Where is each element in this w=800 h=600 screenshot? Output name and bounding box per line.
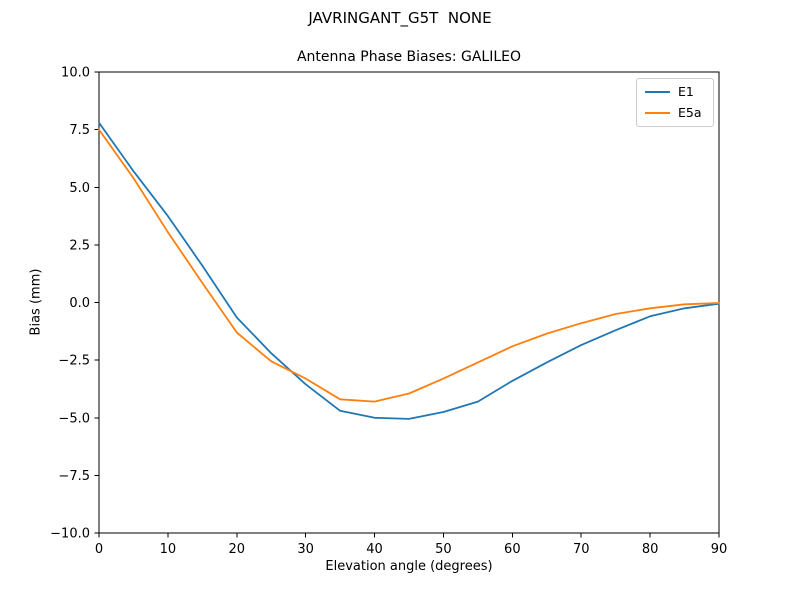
x-tick-label: 60 xyxy=(504,542,521,557)
series-line-e5a xyxy=(98,128,720,403)
y-tick-label: 0.0 xyxy=(69,296,90,311)
x-tick-label: 40 xyxy=(366,542,383,557)
y-tick-label: 2.5 xyxy=(69,238,90,253)
legend-item-e5a: E5a xyxy=(645,104,705,120)
x-tick-label: 20 xyxy=(229,542,246,557)
y-tick-label: −7.5 xyxy=(58,469,90,484)
y-tick-label: −5.0 xyxy=(58,411,90,426)
series-line-e1 xyxy=(98,121,720,420)
legend-line-sample xyxy=(645,91,670,94)
x-tick-label: 30 xyxy=(297,542,314,557)
x-tick-label: 50 xyxy=(435,542,452,557)
y-tick-label: −2.5 xyxy=(58,354,90,369)
legend-item-e1: E1 xyxy=(645,84,705,99)
y-tick-label: −10.0 xyxy=(50,527,90,542)
y-tick-label: 5.0 xyxy=(69,181,90,196)
legend-label: E1 xyxy=(678,84,694,99)
legend-line-sample xyxy=(645,111,670,114)
x-tick-label: 80 xyxy=(642,542,659,557)
x-tick-label: 70 xyxy=(573,542,590,557)
figure-suptitle: JAVRINGANT_G5T NONE xyxy=(308,9,492,27)
x-tick-label: 90 xyxy=(711,542,728,557)
y-tick-label: 10.0 xyxy=(61,66,90,81)
axes-title: Antenna Phase Biases: GALILEO xyxy=(296,49,522,65)
axes-spines xyxy=(98,71,720,534)
x-tick-label: 0 xyxy=(95,542,103,557)
x-axis-label: Elevation angle (degrees) xyxy=(325,559,493,574)
y-axis-label: Bias (mm) xyxy=(28,268,44,336)
legend: E1 E5a xyxy=(636,78,714,127)
y-tick-label: 7.5 xyxy=(69,123,90,138)
x-tick-label: 10 xyxy=(160,542,177,557)
legend-label: E5a xyxy=(678,104,702,120)
